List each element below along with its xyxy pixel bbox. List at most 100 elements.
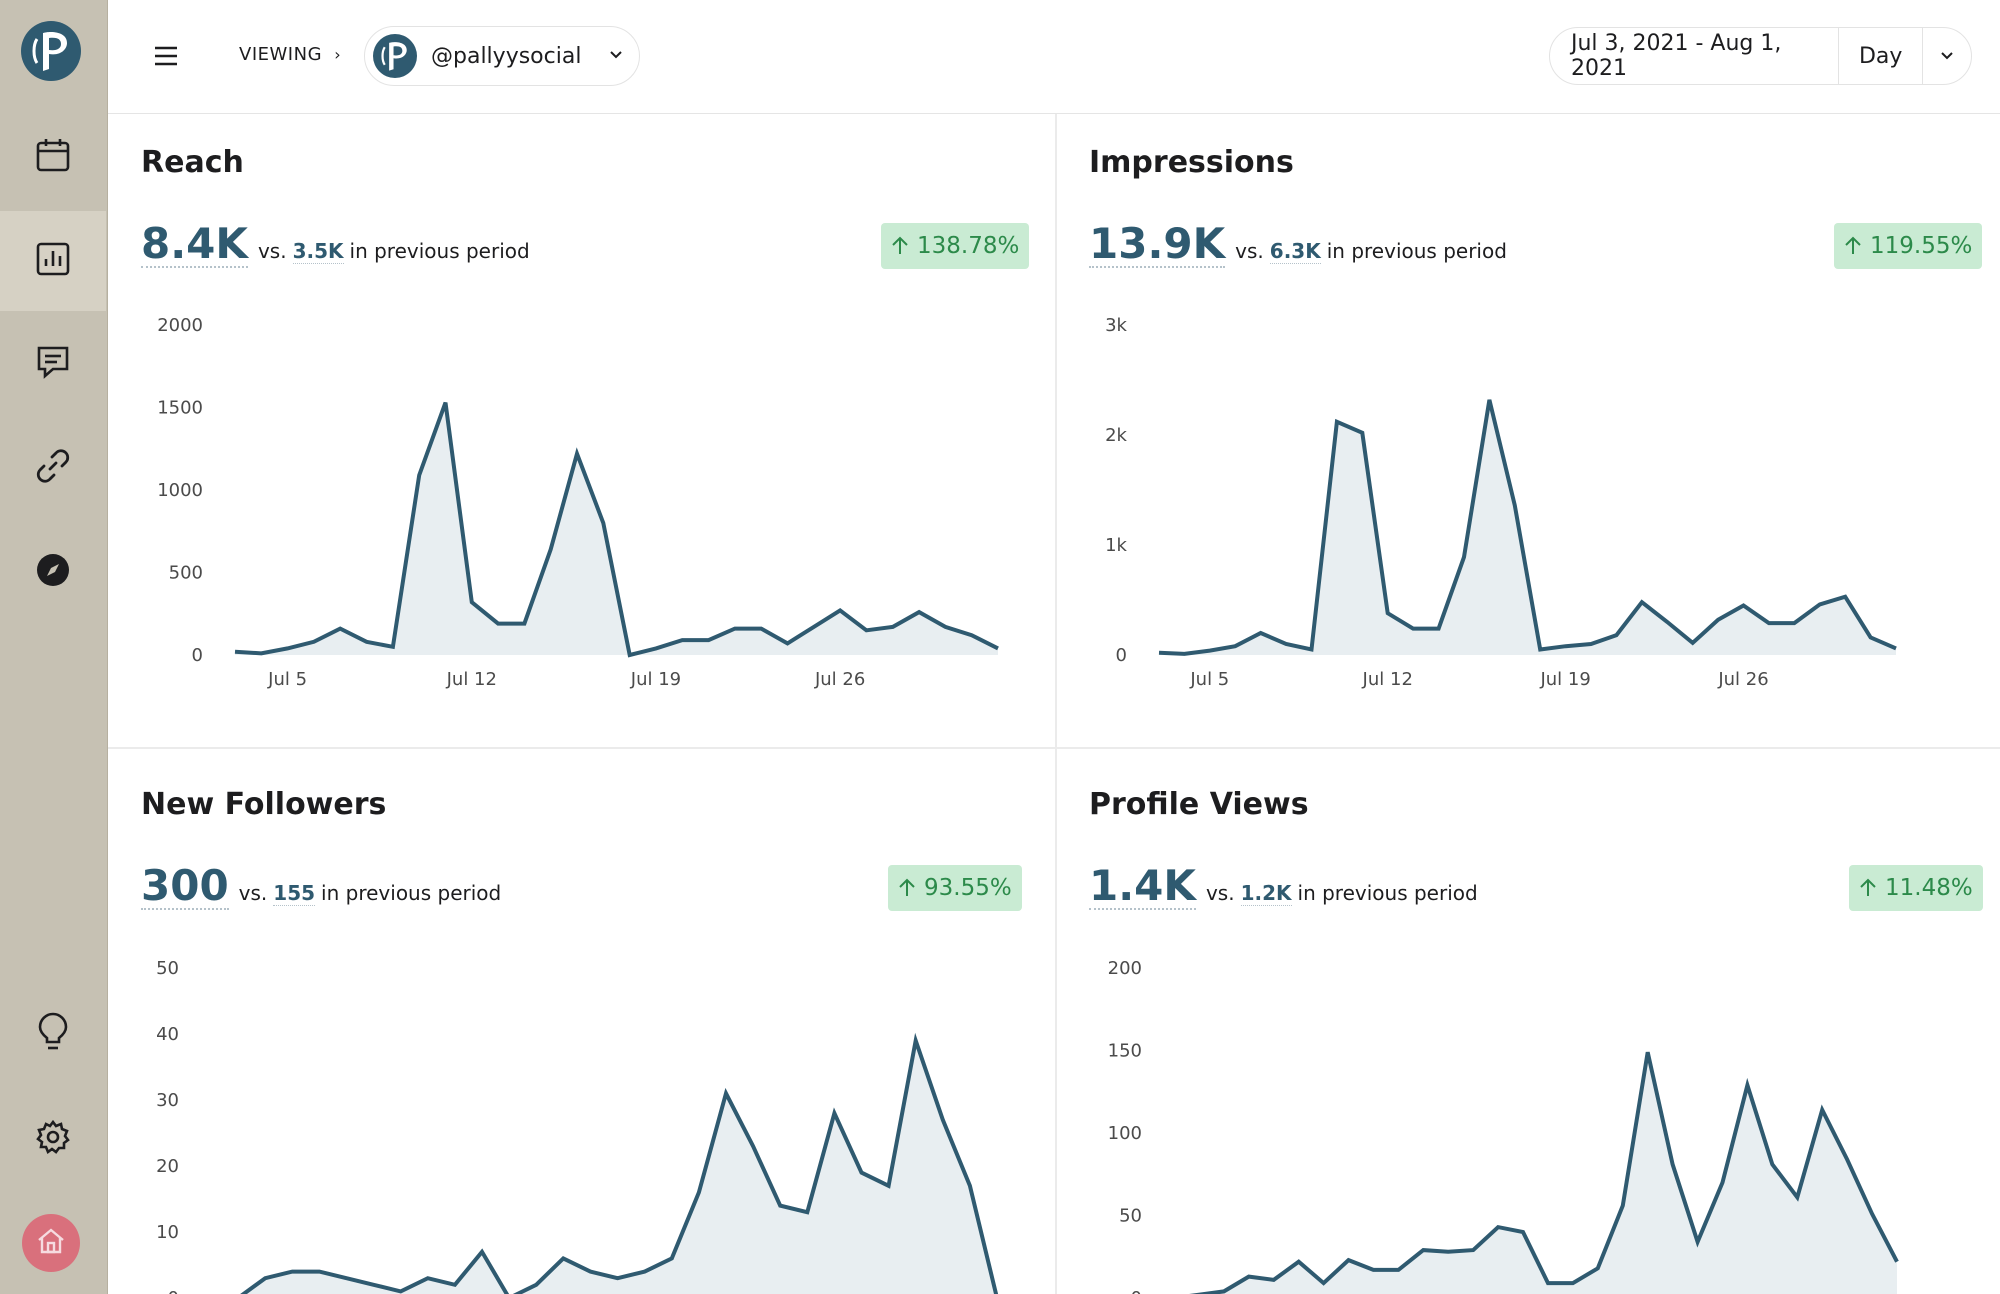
data-point[interactable] bbox=[1395, 1267, 1401, 1273]
data-point[interactable] bbox=[785, 640, 791, 646]
data-point[interactable] bbox=[669, 1255, 675, 1261]
date-range-picker[interactable]: Jul 3, 2021 - Aug 1, 2021 Day bbox=[1549, 27, 1972, 85]
data-point[interactable] bbox=[1690, 640, 1696, 646]
data-point[interactable] bbox=[777, 1203, 783, 1209]
sidebar-item-links[interactable] bbox=[0, 418, 106, 518]
data-point[interactable] bbox=[1470, 1247, 1476, 1253]
data-point[interactable] bbox=[723, 1090, 729, 1096]
data-point[interactable] bbox=[1893, 645, 1899, 651]
data-point[interactable] bbox=[1588, 641, 1594, 647]
data-point[interactable] bbox=[886, 1183, 892, 1189]
data-point[interactable] bbox=[587, 1269, 593, 1275]
data-point[interactable] bbox=[311, 639, 317, 645]
data-point[interactable] bbox=[679, 637, 685, 643]
sidebar-item-discover[interactable] bbox=[0, 522, 106, 622]
chevron-down-icon[interactable] bbox=[1923, 49, 1971, 63]
data-point[interactable] bbox=[521, 621, 527, 627]
data-point[interactable] bbox=[1370, 1267, 1376, 1273]
data-point[interactable] bbox=[452, 1282, 458, 1288]
data-point[interactable] bbox=[916, 609, 922, 615]
data-point[interactable] bbox=[548, 546, 554, 552]
data-point[interactable] bbox=[696, 1189, 702, 1195]
data-point[interactable] bbox=[364, 639, 370, 645]
data-point[interactable] bbox=[337, 626, 343, 632]
data-point[interactable] bbox=[1207, 648, 1213, 654]
data-point[interactable] bbox=[1436, 626, 1442, 632]
data-point[interactable] bbox=[967, 1183, 973, 1189]
data-point[interactable] bbox=[1334, 419, 1340, 425]
data-point[interactable] bbox=[425, 1275, 431, 1281]
data-point[interactable] bbox=[1410, 626, 1416, 632]
sidebar-item-messages[interactable] bbox=[0, 314, 106, 414]
data-point[interactable] bbox=[1817, 601, 1823, 607]
data-point[interactable] bbox=[1613, 632, 1619, 638]
data-point[interactable] bbox=[1520, 1229, 1526, 1235]
data-point[interactable] bbox=[1359, 430, 1365, 436]
data-point[interactable] bbox=[969, 632, 975, 638]
sidebar-item-analytics[interactable] bbox=[0, 211, 106, 311]
data-point[interactable] bbox=[1461, 554, 1467, 560]
account-selector[interactable]: @pallyysocial bbox=[364, 26, 640, 86]
data-point[interactable] bbox=[560, 1255, 566, 1261]
data-point[interactable] bbox=[1321, 1280, 1327, 1286]
home-button[interactable] bbox=[22, 1214, 80, 1272]
data-point[interactable] bbox=[1258, 630, 1264, 636]
data-point[interactable] bbox=[1486, 397, 1492, 403]
data-point[interactable] bbox=[1791, 620, 1797, 626]
data-point[interactable] bbox=[1512, 502, 1518, 508]
data-point[interactable] bbox=[1794, 1194, 1800, 1200]
data-point[interactable] bbox=[1495, 1224, 1501, 1230]
data-point[interactable] bbox=[1271, 1277, 1277, 1283]
data-point[interactable] bbox=[706, 637, 712, 643]
data-point[interactable] bbox=[942, 624, 948, 630]
data-point[interactable] bbox=[615, 1275, 621, 1281]
sidebar-item-ideas[interactable] bbox=[0, 984, 106, 1084]
data-point[interactable] bbox=[344, 1275, 350, 1281]
data-point[interactable] bbox=[1445, 1249, 1451, 1255]
data-point[interactable] bbox=[653, 645, 659, 651]
data-point[interactable] bbox=[371, 1282, 377, 1288]
data-point[interactable] bbox=[1308, 647, 1314, 653]
data-point[interactable] bbox=[750, 1143, 756, 1149]
data-point[interactable] bbox=[804, 1209, 810, 1215]
granularity-select[interactable]: Day bbox=[1858, 43, 1903, 69]
data-point[interactable] bbox=[262, 1275, 268, 1281]
data-point[interactable] bbox=[442, 400, 448, 406]
data-point[interactable] bbox=[1420, 1247, 1426, 1253]
sidebar-item-calendar[interactable] bbox=[0, 107, 106, 207]
data-point[interactable] bbox=[1695, 1239, 1701, 1245]
data-point[interactable] bbox=[995, 645, 1001, 651]
data-point[interactable] bbox=[940, 1117, 946, 1123]
data-point[interactable] bbox=[1232, 643, 1238, 649]
data-point[interactable] bbox=[1296, 1259, 1302, 1265]
data-point[interactable] bbox=[831, 1110, 837, 1116]
data-point[interactable] bbox=[232, 649, 238, 655]
data-point[interactable] bbox=[1766, 620, 1772, 626]
data-point[interactable] bbox=[890, 624, 896, 630]
data-point[interactable] bbox=[495, 621, 501, 627]
data-point[interactable] bbox=[600, 520, 606, 526]
data-point[interactable] bbox=[574, 451, 580, 457]
data-point[interactable] bbox=[1741, 603, 1747, 609]
data-point[interactable] bbox=[1283, 641, 1289, 647]
menu-icon[interactable] bbox=[152, 44, 180, 68]
data-point[interactable] bbox=[258, 650, 264, 656]
data-point[interactable] bbox=[758, 626, 764, 632]
data-point[interactable] bbox=[1819, 1107, 1825, 1113]
data-point[interactable] bbox=[1620, 1203, 1626, 1209]
data-point[interactable] bbox=[533, 1282, 539, 1288]
sidebar-item-settings[interactable] bbox=[0, 1089, 106, 1189]
data-point[interactable] bbox=[1563, 643, 1569, 649]
data-point[interactable] bbox=[732, 626, 738, 632]
data-point[interactable] bbox=[1639, 599, 1645, 605]
data-point[interactable] bbox=[1869, 1211, 1875, 1217]
data-point[interactable] bbox=[1842, 594, 1848, 600]
data-point[interactable] bbox=[837, 607, 843, 613]
data-point[interactable] bbox=[1645, 1049, 1651, 1055]
data-point[interactable] bbox=[1595, 1265, 1601, 1271]
data-point[interactable] bbox=[289, 1269, 295, 1275]
data-point[interactable] bbox=[858, 1170, 864, 1176]
data-point[interactable] bbox=[1894, 1259, 1900, 1265]
data-point[interactable] bbox=[1346, 1257, 1352, 1263]
data-point[interactable] bbox=[1769, 1161, 1775, 1167]
